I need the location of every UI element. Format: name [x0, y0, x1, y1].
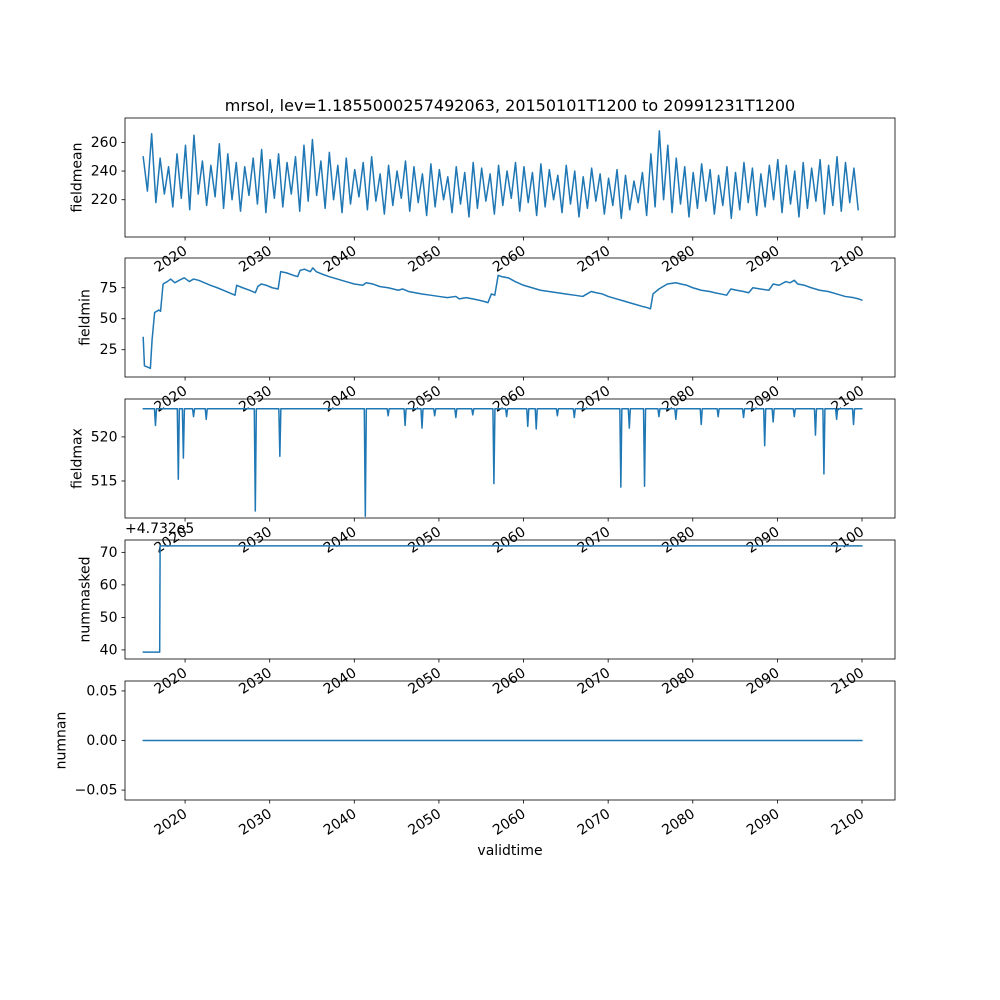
y-tick-label: 40	[100, 642, 118, 658]
x-tick-label: 2050	[405, 243, 444, 276]
x-tick-label: 2060	[490, 806, 529, 839]
subplot-fieldmean: 220 240 260 2020 2030 2040 2050 2060 2070 2080 209…	[70, 117, 896, 276]
y-axis-label-fieldmin: fieldmin	[78, 289, 94, 346]
y-tick-label: −0.05	[75, 783, 118, 799]
x-tick-label: 2100	[829, 806, 868, 839]
x-tick-label: 2080	[659, 243, 698, 276]
y-tick-label: 240	[91, 164, 118, 180]
x-tick-label: 2080	[659, 806, 698, 839]
x-tick-label: 2100	[829, 243, 868, 276]
y-tick-label: 25	[100, 342, 118, 358]
axis-offset-text: +4.732e5	[125, 521, 194, 537]
x-tick-label: 2020	[152, 243, 191, 276]
figure-title: mrsol, lev=1.1855000257492063, 20150101T…	[224, 96, 796, 115]
x-tick-label: 2090	[744, 243, 783, 276]
y-tick-label: 260	[91, 135, 118, 151]
y-tick-label: 520	[91, 429, 118, 445]
y-tick-label: 220	[91, 192, 118, 208]
series-line-nummasked	[142, 545, 863, 653]
x-tick-label: 2020	[152, 806, 191, 839]
axes-frame	[124, 257, 896, 378]
x-tick-label: 2030	[236, 243, 275, 276]
y-tick-label: 75	[100, 280, 118, 296]
series-line-fieldmax	[142, 407, 863, 517]
x-tick-label: 2090	[744, 806, 783, 839]
y-axis-label-fieldmax: fieldmax	[70, 428, 86, 489]
x-axis-label: validtime	[477, 843, 543, 859]
y-axis-label-numnan: numnan	[54, 712, 70, 770]
y-tick-label: 50	[100, 610, 118, 626]
y-tick-label: 515	[91, 473, 118, 489]
series-line-fieldmean	[142, 130, 859, 220]
axes-frame	[124, 539, 896, 660]
axes-frame	[124, 398, 896, 519]
series-line-fieldmin	[142, 267, 863, 370]
y-tick-label: 0.00	[86, 733, 117, 749]
x-tick-label: 2040	[321, 243, 360, 276]
subplot-numnan: −0.05 0.00 0.05 2020 2030 2040 2050 2060 2070 208…	[54, 680, 896, 839]
y-axis-label-nummasked: nummasked	[78, 556, 94, 642]
x-tick-label: 2040	[321, 806, 360, 839]
y-tick-label: 70	[100, 545, 118, 561]
x-tick-label: 2030	[236, 806, 275, 839]
x-tick-label: 2060	[490, 243, 529, 276]
x-tick-label: 2070	[575, 243, 614, 276]
y-tick-label: 0.05	[86, 683, 117, 699]
y-tick-label: 50	[100, 311, 118, 327]
axes-frame	[124, 117, 896, 238]
y-axis-label-fieldmean: fieldmean	[70, 143, 86, 213]
y-tick-label: 60	[100, 577, 118, 593]
x-tick-label: 2070	[575, 806, 614, 839]
x-tick-label: 2050	[405, 806, 444, 839]
